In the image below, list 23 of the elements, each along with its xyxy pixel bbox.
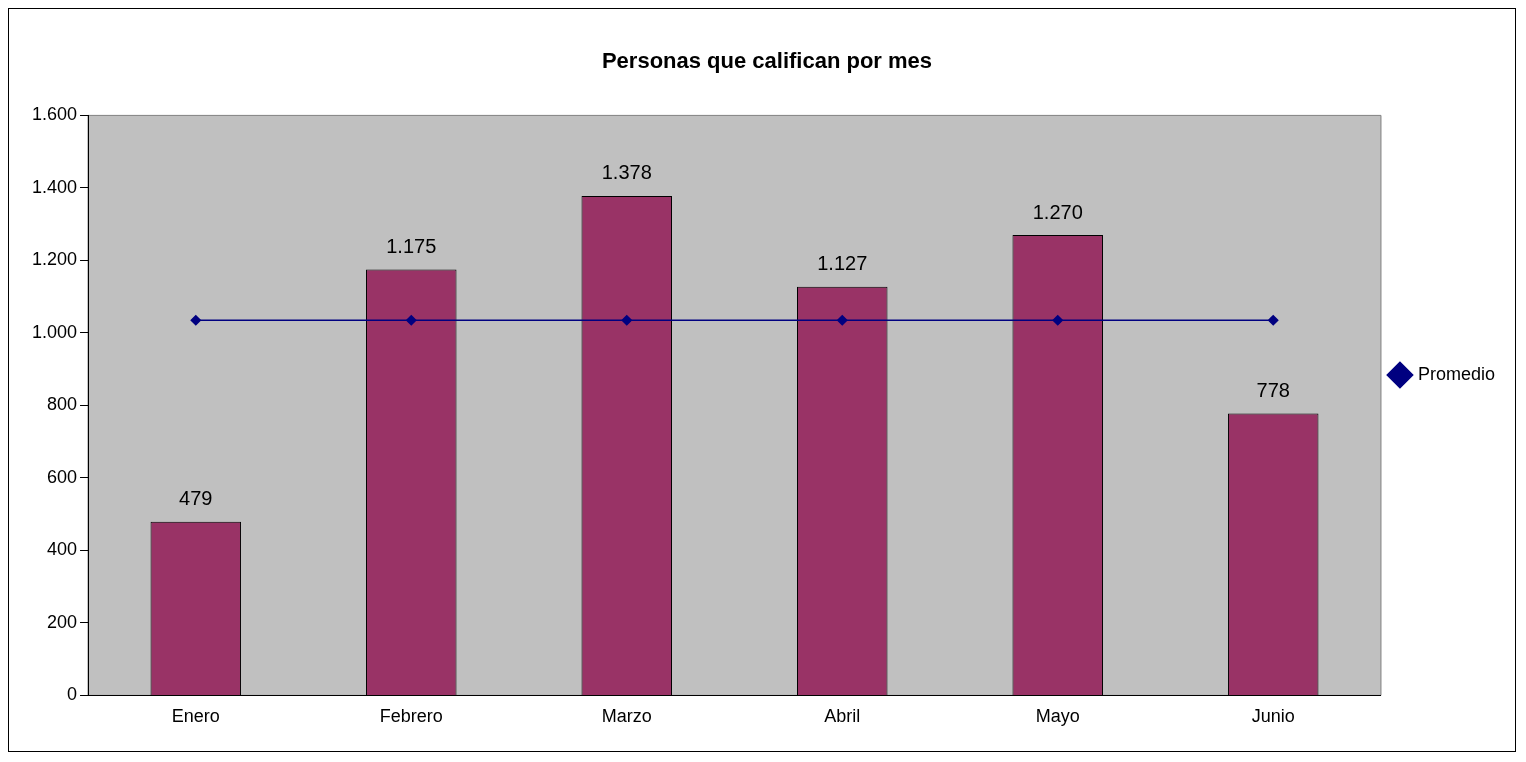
data-label: 778 [1256, 378, 1290, 401]
x-tick-label: Abril [824, 706, 861, 727]
y-tick-label: 1.200 [32, 249, 78, 270]
x-tick-label: Mayo [1035, 706, 1080, 727]
y-tick-label: 1.600 [32, 104, 78, 125]
x-tick-label: Enero [171, 706, 220, 727]
y-tick-label: 1.400 [32, 176, 78, 197]
chart-title: Personas que califican por mes [601, 48, 933, 74]
legend-label: Promedio [1417, 363, 1496, 384]
y-tick-label: 600 [47, 466, 78, 487]
y-tick-label: 0 [67, 684, 78, 705]
data-label: 1.270 [1032, 200, 1083, 223]
x-tick-label: Junio [1251, 706, 1295, 727]
y-tick-label: 400 [47, 539, 78, 560]
y-tick-label: 800 [47, 394, 78, 415]
data-label: 479 [179, 487, 213, 510]
x-tick-label: Marzo [601, 706, 652, 727]
y-tick-label: 1.000 [32, 321, 78, 342]
data-label: 1.127 [817, 252, 868, 275]
data-label: 1.378 [601, 161, 652, 184]
y-tick-label: 200 [47, 611, 78, 632]
x-tick-label: Febrero [379, 706, 443, 727]
data-label: 1.175 [386, 234, 437, 257]
